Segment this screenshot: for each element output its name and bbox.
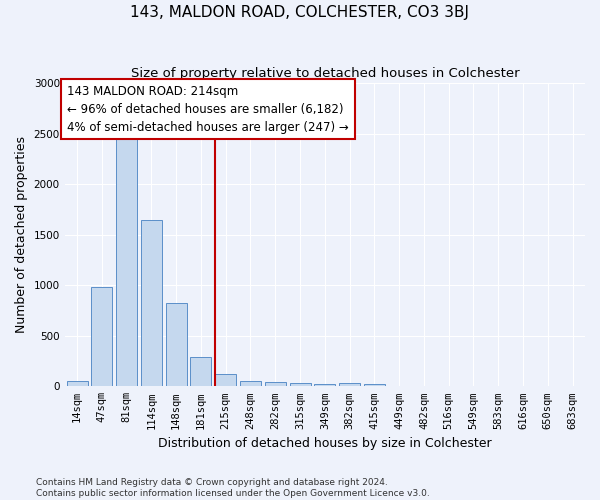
Text: Contains HM Land Registry data © Crown copyright and database right 2024.
Contai: Contains HM Land Registry data © Crown c… <box>36 478 430 498</box>
Bar <box>190 357 211 386</box>
Bar <box>314 384 335 386</box>
Bar <box>67 382 88 386</box>
Title: Size of property relative to detached houses in Colchester: Size of property relative to detached ho… <box>131 68 519 80</box>
Bar <box>339 384 360 386</box>
Bar <box>240 382 261 386</box>
Bar <box>166 304 187 386</box>
Bar <box>290 384 311 386</box>
Bar <box>364 384 385 386</box>
Bar <box>116 138 137 386</box>
Bar <box>91 287 112 386</box>
Text: 143, MALDON ROAD, COLCHESTER, CO3 3BJ: 143, MALDON ROAD, COLCHESTER, CO3 3BJ <box>131 5 470 20</box>
Text: 143 MALDON ROAD: 214sqm
← 96% of detached houses are smaller (6,182)
4% of semi-: 143 MALDON ROAD: 214sqm ← 96% of detache… <box>67 84 349 134</box>
Y-axis label: Number of detached properties: Number of detached properties <box>15 136 28 333</box>
Bar <box>265 382 286 386</box>
Bar <box>141 220 162 386</box>
X-axis label: Distribution of detached houses by size in Colchester: Distribution of detached houses by size … <box>158 437 491 450</box>
Bar <box>215 374 236 386</box>
